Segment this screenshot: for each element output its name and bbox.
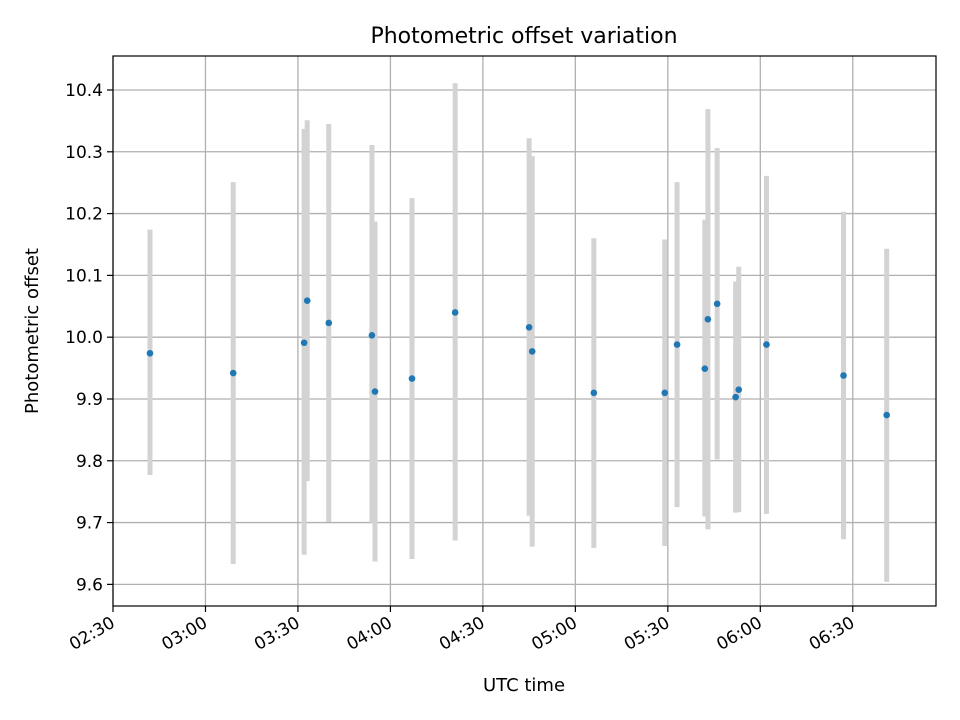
data-point <box>713 300 721 308</box>
data-point <box>146 349 154 357</box>
chart-title: Photometric offset variation <box>370 24 677 49</box>
x-tick-label: 04:30 <box>436 613 488 655</box>
grid-lines <box>112 56 936 606</box>
y-axis-label: Photometric offset <box>22 248 43 414</box>
data-point <box>525 323 533 331</box>
x-tick-label: 02:30 <box>66 613 118 655</box>
data-point <box>368 332 376 339</box>
plot-frame <box>112 55 937 607</box>
data-point <box>661 389 669 397</box>
y-tick-label: 10.1 <box>65 266 103 286</box>
x-tick-label: 06:30 <box>806 613 858 655</box>
data-point <box>451 309 459 316</box>
x-tick-label: 06:00 <box>713 613 765 655</box>
data-point <box>303 297 311 305</box>
y-tick-label: 10.2 <box>65 205 103 225</box>
x-tick-label: 03:00 <box>159 613 211 655</box>
data-point <box>732 393 739 401</box>
data-point <box>590 389 598 397</box>
y-tick-label: 9.7 <box>76 514 103 534</box>
x-tick-label: 05:30 <box>621 613 673 655</box>
data-point <box>408 375 416 382</box>
y-tick-label: 10.3 <box>65 143 103 163</box>
y-axis: 9.6 9.7 9.8 9.9 10.0 10.1 10.2 10.3 10.4 <box>65 81 113 595</box>
y-tick-label: 10.0 <box>65 328 103 348</box>
error-bars <box>147 83 890 582</box>
data-point <box>300 339 308 347</box>
data-point <box>735 386 743 394</box>
data-point <box>840 372 847 379</box>
x-tick-label: 05:00 <box>528 613 580 655</box>
data-point <box>371 388 379 395</box>
x-axis: 02:30 03:00 03:30 04:00 04:30 05:00 05:30 06:00… <box>66 606 858 655</box>
y-tick-label: 9.6 <box>76 575 103 595</box>
data-point <box>704 315 712 323</box>
y-tick-label: 9.8 <box>76 452 103 472</box>
data-point <box>325 319 333 327</box>
x-axis-label: UTC time <box>483 675 565 696</box>
data-point <box>229 369 237 377</box>
data-point <box>701 365 709 372</box>
data-point <box>763 341 770 348</box>
data-point <box>673 341 681 348</box>
data-points <box>146 297 890 419</box>
data-point <box>883 411 890 419</box>
y-tick-label: 10.4 <box>65 81 103 101</box>
x-tick-label: 04:00 <box>343 613 395 655</box>
y-tick-label: 9.9 <box>76 390 103 410</box>
data-point <box>528 348 536 355</box>
x-tick-label: 03:30 <box>251 613 303 655</box>
